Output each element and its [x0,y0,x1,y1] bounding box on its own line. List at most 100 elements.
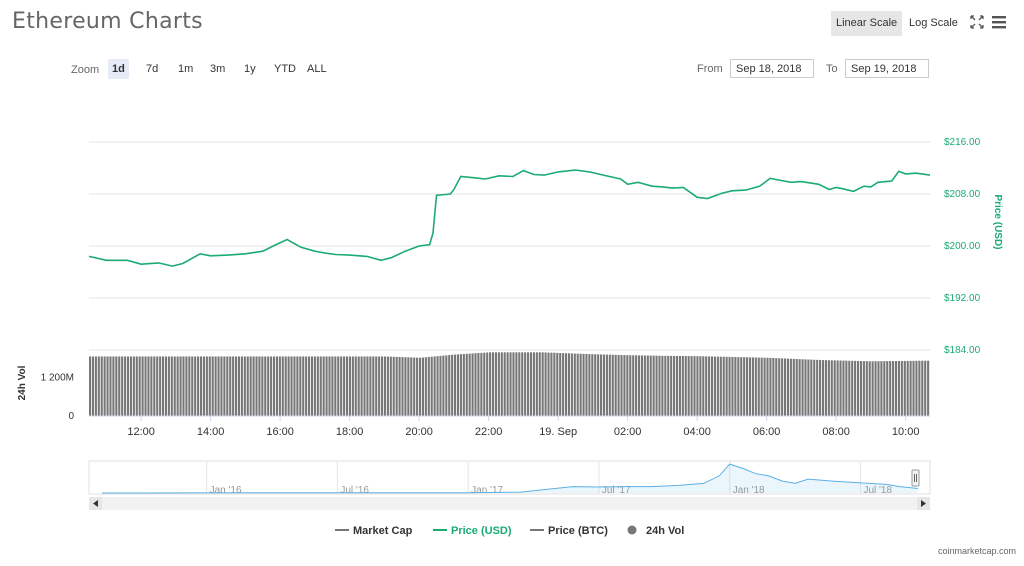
zoom-ytd-button[interactable]: YTD [274,63,296,75]
price-tick-label: $208.00 [944,189,981,200]
volume-bar [477,353,480,416]
volume-bar [585,353,588,416]
volume-tick-label: 0 [68,411,74,422]
volume-bar [783,358,787,416]
volume-bar [894,361,898,416]
x-tick-label: 04:00 [683,426,711,438]
volume-bar [486,352,489,416]
scroll-left-icon [93,500,98,507]
scrollbar-track[interactable] [89,497,930,510]
volume-bar [731,356,734,416]
volume-bar [360,356,363,416]
navigator-tick-label: Jan '18 [733,485,765,496]
zoom-all-button[interactable]: ALL [307,63,327,75]
volume-bar [89,356,92,416]
price-axis-title: Price (USD) [992,194,1003,249]
volume-bar [261,356,264,416]
volume-bar [427,356,430,416]
volume-bar [176,356,179,416]
volume-bar [550,352,553,416]
volume-bar [786,358,790,416]
volume-bar [763,357,766,416]
volume-bar [608,354,611,416]
volume-bar [556,352,559,416]
volume-bar [687,356,690,416]
from-date-input[interactable]: Sep 18, 2018 [730,59,814,78]
volume-bar [392,356,395,416]
volume-bar [305,356,308,416]
volume-bar [629,355,632,416]
navigator-handle[interactable] [911,469,920,487]
volume-bar [404,357,407,416]
volume-bar [468,353,471,416]
volume-bar [345,356,349,416]
volume-bar [235,356,238,416]
volume-bar [223,356,226,416]
legend-item[interactable]: Price (USD) [433,525,512,537]
volume-bar [667,355,670,416]
volume-bar [734,357,737,416]
volume-bar [903,360,906,416]
volume-bar [906,360,909,416]
price-y-axis: $216.00 $208.00 $200.00 $192.00 $184.00 [944,137,981,356]
volume-bar [334,356,337,416]
volume-bar [597,354,600,416]
volume-bar [188,356,191,416]
volume-bar [337,356,340,416]
volume-bar [267,356,270,416]
volume-bar [164,356,168,416]
legend-label: Market Cap [353,525,413,537]
linear-scale-button[interactable]: Linear Scale [831,11,903,36]
zoom-3m-button[interactable]: 3m [210,63,226,75]
volume-bar [635,355,638,416]
volume-bar [497,352,500,416]
volume-bar [491,352,495,416]
credit-link[interactable]: coinmarketcap.com [937,546,1016,556]
legend-item[interactable]: Market Cap [335,525,413,537]
volume-bar [605,354,608,416]
menu-icon[interactable] [991,14,1007,30]
volume-bar [430,356,433,416]
x-tick-label: 06:00 [753,426,781,438]
zoom-1y-button[interactable]: 1y [244,63,256,75]
volume-bar [865,361,868,416]
log-scale-button[interactable]: Log Scale [909,17,958,29]
legend-item[interactable]: 24h Vol [627,525,685,537]
volume-bar [661,355,664,416]
to-label: To [826,63,838,75]
volume-bar [880,361,883,416]
price-tick-label: $216.00 [944,137,981,148]
to-date-input[interactable]: Sep 19, 2018 [845,59,929,78]
volume-bar [258,356,261,416]
volume-bar [845,360,848,416]
volume-bar [249,356,252,416]
volume-bar [664,355,667,416]
x-tick-label: 14:00 [197,426,225,438]
volume-bar [772,358,775,416]
volume-bar [229,356,232,416]
volume-bar [308,356,311,416]
volume-bar [716,356,719,416]
volume-bar [684,356,687,416]
volume-bar [407,357,410,416]
volume-bar [378,356,381,416]
volume-bar [705,356,708,416]
zoom-7d-button[interactable]: 7d [146,63,159,75]
volume-axis-title: 24h Vol [17,365,28,400]
x-tick-label: 02:00 [614,426,642,438]
fullscreen-icon[interactable] [969,14,985,30]
volume-bar [877,361,880,416]
zoom-1d-button[interactable]: 1d [108,59,129,79]
volume-bar [617,354,620,416]
volume-bar [156,356,159,416]
chart-legend: Market Cap Price (USD) Price (BTC) 24h Vol [335,525,684,537]
x-tick-label: 12:00 [127,426,155,438]
volume-bar [775,358,778,416]
volume-bar [471,353,474,416]
volume-bar [713,356,717,416]
volume-bar [909,360,912,416]
volume-bar [857,360,860,416]
legend-item[interactable]: Price (BTC) [530,525,608,537]
volume-bar [851,360,854,416]
zoom-1m-button[interactable]: 1m [178,63,194,75]
